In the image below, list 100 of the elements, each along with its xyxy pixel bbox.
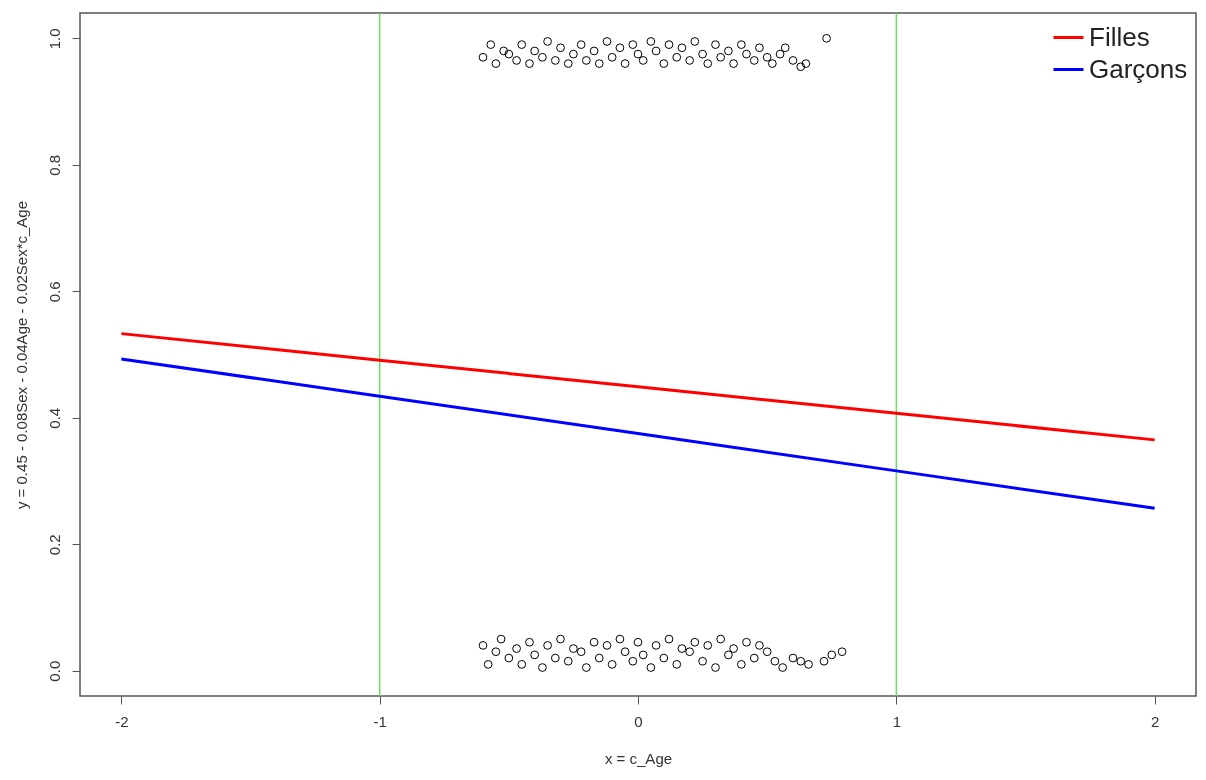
point — [538, 663, 547, 672]
point — [646, 37, 656, 46]
point — [827, 650, 837, 660]
point — [543, 37, 552, 46]
x-axis-title: x = c_Age — [604, 749, 673, 767]
point — [762, 52, 772, 62]
point — [685, 647, 695, 657]
point — [556, 43, 565, 53]
point — [788, 56, 798, 65]
point — [594, 653, 604, 663]
point — [517, 40, 527, 49]
point — [677, 43, 687, 53]
point — [780, 43, 790, 53]
point — [796, 656, 806, 666]
point — [525, 59, 534, 68]
point — [703, 59, 713, 68]
point — [672, 660, 682, 669]
point — [530, 650, 540, 660]
point — [499, 46, 509, 56]
point — [504, 653, 514, 663]
point — [796, 62, 806, 72]
y-tick-label: 0.0 — [45, 660, 63, 682]
point — [651, 46, 661, 56]
x-tick-label: -2 — [115, 712, 129, 730]
point — [628, 656, 638, 666]
point — [602, 37, 612, 46]
point — [620, 59, 630, 68]
point — [569, 49, 578, 59]
line-series — [119, 332, 1157, 442]
point — [530, 46, 540, 56]
point — [651, 641, 661, 650]
point — [755, 43, 764, 53]
point — [775, 49, 785, 59]
point — [543, 641, 552, 650]
point — [628, 40, 638, 49]
point — [512, 56, 521, 65]
x-tick-label: 0 — [634, 712, 643, 730]
y-tick-label: 1.0 — [45, 28, 63, 50]
point — [749, 653, 759, 663]
point — [581, 663, 591, 672]
point — [724, 46, 733, 56]
point — [607, 52, 617, 62]
point — [755, 641, 764, 650]
point — [716, 52, 726, 62]
point — [550, 653, 560, 663]
point — [804, 660, 813, 669]
point — [724, 650, 733, 660]
point — [729, 644, 738, 653]
point — [659, 653, 669, 663]
point — [646, 663, 656, 672]
line-series — [119, 357, 1157, 510]
point — [767, 59, 777, 68]
x-tick-label: -1 — [373, 712, 387, 730]
point — [486, 40, 496, 49]
point — [762, 647, 772, 657]
y-tick-label: 0.6 — [45, 281, 63, 303]
point — [677, 644, 687, 653]
point — [711, 40, 720, 49]
point — [602, 641, 612, 650]
point — [736, 660, 746, 669]
point — [512, 644, 521, 653]
point — [690, 37, 700, 46]
x-tick-label: 1 — [892, 712, 902, 730]
point — [778, 663, 788, 672]
point — [491, 59, 501, 68]
point — [822, 33, 831, 43]
point — [716, 634, 726, 644]
point — [672, 52, 682, 62]
point — [690, 637, 700, 647]
point — [801, 59, 811, 68]
point — [478, 52, 488, 62]
point — [749, 56, 759, 65]
point — [698, 49, 707, 59]
point — [538, 52, 547, 62]
point — [483, 660, 493, 669]
point — [638, 650, 648, 660]
point — [550, 56, 560, 65]
point — [615, 43, 625, 53]
point — [589, 46, 599, 56]
point — [770, 656, 780, 666]
point — [563, 59, 573, 68]
legend-label: Filles — [1089, 21, 1150, 52]
point — [788, 653, 798, 663]
point — [594, 59, 604, 68]
point — [620, 647, 630, 657]
point — [685, 56, 695, 65]
point — [478, 641, 488, 650]
point — [576, 647, 586, 657]
point — [633, 637, 643, 647]
legend-label: Garçons — [1089, 53, 1188, 84]
point — [638, 56, 648, 65]
y-axis-title: y = 0.45 - 0.08Sex - 0.04Age - 0.02Sex*c_Age — [12, 200, 30, 510]
point — [525, 637, 534, 647]
point — [729, 59, 738, 68]
point — [563, 656, 573, 666]
point — [581, 56, 591, 65]
y-tick-label: 0.4 — [45, 407, 63, 429]
point — [569, 644, 578, 653]
x-tick-label: 2 — [1150, 712, 1160, 730]
point — [711, 663, 720, 672]
